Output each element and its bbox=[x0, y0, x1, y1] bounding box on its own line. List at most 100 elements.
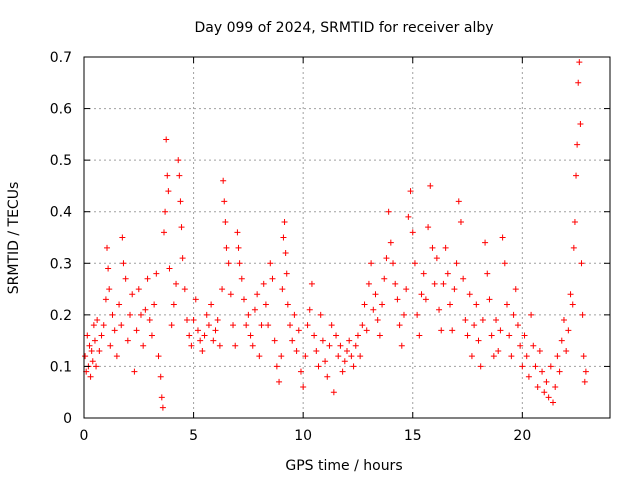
data-point bbox=[534, 384, 541, 391]
data-point bbox=[545, 394, 552, 401]
data-point bbox=[158, 394, 165, 401]
data-point bbox=[374, 317, 381, 324]
data-point bbox=[560, 317, 567, 324]
data-point bbox=[163, 136, 170, 143]
data-point bbox=[328, 322, 335, 329]
data-point bbox=[575, 79, 582, 86]
data-point bbox=[405, 213, 412, 220]
data-point bbox=[416, 332, 423, 339]
x-tick-label: 15 bbox=[404, 428, 422, 444]
data-point bbox=[503, 301, 510, 308]
x-axis-label: GPS time / hours bbox=[285, 458, 402, 474]
data-point bbox=[137, 311, 144, 318]
data-point bbox=[580, 353, 587, 360]
data-point bbox=[550, 399, 557, 406]
data-point bbox=[96, 347, 103, 354]
data-point bbox=[570, 244, 577, 251]
data-point bbox=[376, 332, 383, 339]
data-point bbox=[447, 301, 454, 308]
data-point bbox=[501, 260, 508, 267]
data-point bbox=[148, 332, 155, 339]
data-point bbox=[230, 322, 237, 329]
data-point bbox=[199, 347, 206, 354]
data-point bbox=[220, 177, 227, 184]
data-point bbox=[140, 342, 147, 349]
data-point bbox=[186, 332, 193, 339]
data-point bbox=[120, 260, 127, 267]
data-point bbox=[422, 296, 429, 303]
data-point bbox=[392, 280, 399, 287]
data-point bbox=[124, 337, 131, 344]
y-tick-label: 0.4 bbox=[50, 205, 72, 221]
data-points bbox=[82, 59, 589, 411]
y-tick-label: 0.5 bbox=[50, 153, 72, 169]
data-point bbox=[165, 188, 172, 195]
data-point bbox=[173, 280, 180, 287]
data-point bbox=[245, 311, 252, 318]
data-point bbox=[135, 286, 142, 293]
data-point bbox=[175, 157, 182, 164]
data-point bbox=[539, 368, 546, 375]
data-point bbox=[280, 234, 287, 241]
data-point bbox=[89, 358, 96, 365]
data-point bbox=[460, 275, 467, 282]
data-point bbox=[208, 301, 215, 308]
chart-title: Day 099 of 2024, SRMTID for receiver alb… bbox=[194, 20, 493, 36]
data-point bbox=[449, 327, 456, 334]
data-point bbox=[205, 322, 212, 329]
data-point bbox=[322, 358, 329, 365]
data-point bbox=[409, 229, 416, 236]
data-point bbox=[273, 363, 280, 370]
data-point bbox=[477, 363, 484, 370]
data-point bbox=[576, 59, 583, 66]
data-point bbox=[194, 327, 201, 334]
data-point bbox=[346, 337, 353, 344]
data-point bbox=[133, 327, 140, 334]
data-point bbox=[541, 389, 548, 396]
data-point bbox=[162, 208, 169, 215]
data-point bbox=[84, 332, 91, 339]
data-point bbox=[87, 373, 94, 380]
data-point bbox=[118, 322, 125, 329]
data-point bbox=[122, 275, 129, 282]
data-point bbox=[444, 270, 451, 277]
data-point bbox=[102, 296, 109, 303]
data-point bbox=[414, 311, 421, 318]
data-point bbox=[528, 311, 535, 318]
data-point bbox=[547, 363, 554, 370]
data-point bbox=[90, 322, 97, 329]
data-point bbox=[536, 347, 543, 354]
y-tick-label: 0.2 bbox=[50, 308, 72, 324]
data-point bbox=[223, 244, 230, 251]
data-point bbox=[341, 358, 348, 365]
data-point bbox=[98, 332, 105, 339]
data-point bbox=[164, 172, 171, 179]
y-tick-label: 0.1 bbox=[50, 359, 72, 375]
data-point bbox=[256, 353, 263, 360]
data-point bbox=[131, 368, 138, 375]
data-point bbox=[363, 327, 370, 334]
data-point bbox=[523, 353, 530, 360]
data-point bbox=[306, 306, 313, 313]
data-point bbox=[254, 291, 261, 298]
data-point bbox=[350, 363, 357, 370]
data-point bbox=[361, 301, 368, 308]
data-point bbox=[379, 301, 386, 308]
data-point bbox=[344, 347, 350, 354]
data-point bbox=[188, 342, 195, 349]
data-point bbox=[573, 172, 580, 179]
data-point bbox=[466, 291, 473, 298]
data-point bbox=[394, 296, 401, 303]
data-point bbox=[431, 280, 438, 287]
data-point bbox=[330, 389, 337, 396]
data-point bbox=[411, 260, 418, 267]
data-point bbox=[438, 327, 445, 334]
data-point bbox=[197, 337, 204, 344]
data-point bbox=[238, 275, 245, 282]
data-point bbox=[269, 275, 276, 282]
data-point bbox=[179, 255, 186, 262]
data-point bbox=[400, 311, 407, 318]
data-point bbox=[236, 260, 243, 267]
data-point bbox=[203, 311, 210, 318]
